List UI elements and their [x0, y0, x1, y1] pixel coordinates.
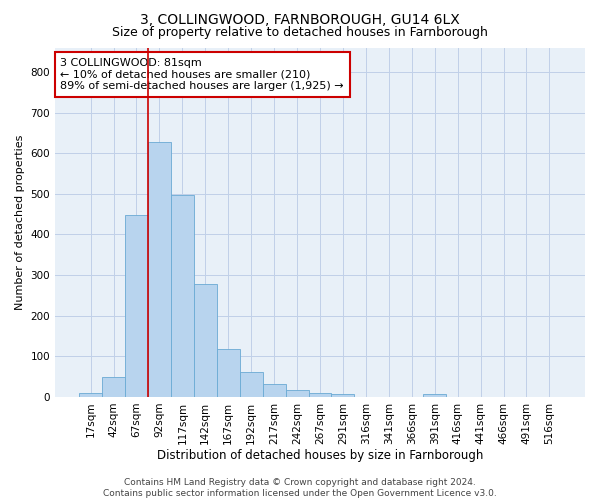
Bar [240, 372, 263, 397]
Text: Contains HM Land Registry data © Crown copyright and database right 2024.
Contai: Contains HM Land Registry data © Crown c… [103, 478, 497, 498]
Bar [331, 394, 355, 397]
X-axis label: Distribution of detached houses by size in Farnborough: Distribution of detached houses by size … [157, 450, 483, 462]
Text: Size of property relative to detached houses in Farnborough: Size of property relative to detached ho… [112, 26, 488, 39]
Bar [79, 393, 102, 397]
Bar [171, 194, 194, 397]
Bar [423, 394, 446, 397]
Bar [194, 284, 217, 397]
Bar [286, 390, 308, 397]
Text: 3 COLLINGWOOD: 81sqm
← 10% of detached houses are smaller (210)
89% of semi-deta: 3 COLLINGWOOD: 81sqm ← 10% of detached h… [61, 58, 344, 91]
Bar [102, 376, 125, 397]
Bar [125, 216, 148, 397]
Bar [148, 142, 171, 397]
Bar [308, 394, 331, 397]
Y-axis label: Number of detached properties: Number of detached properties [15, 134, 25, 310]
Bar [263, 384, 286, 397]
Bar [217, 349, 240, 397]
Text: 3, COLLINGWOOD, FARNBOROUGH, GU14 6LX: 3, COLLINGWOOD, FARNBOROUGH, GU14 6LX [140, 12, 460, 26]
